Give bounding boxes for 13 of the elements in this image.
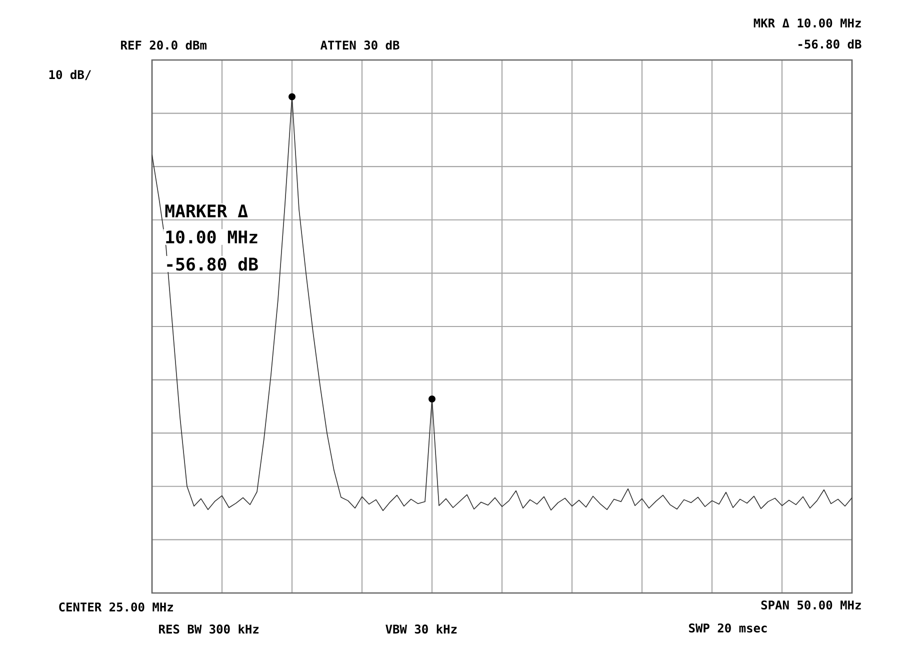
text: VBW 30 kHz — [386, 624, 457, 634]
text: REF 20.0 dBm — [121, 40, 207, 50]
text: ATTEN 30 dB — [320, 40, 400, 50]
text: MKR Δ 10.00 MHz — [754, 18, 861, 28]
annotation: 10.00 MHz — [166, 230, 258, 244]
text: SPAN 50.00 MHz — [761, 600, 861, 610]
annotation: MARKER Δ — [165, 204, 248, 218]
text: RES BW 300 kHz — [159, 624, 259, 634]
text: SWP 20 msec — [689, 623, 767, 633]
text: 10 dB/ — [49, 70, 91, 80]
annotation: -56.80 dB — [167, 257, 258, 271]
text: CENTER 25.00 MHz — [59, 602, 173, 612]
text: -56.80 dB — [798, 39, 862, 49]
